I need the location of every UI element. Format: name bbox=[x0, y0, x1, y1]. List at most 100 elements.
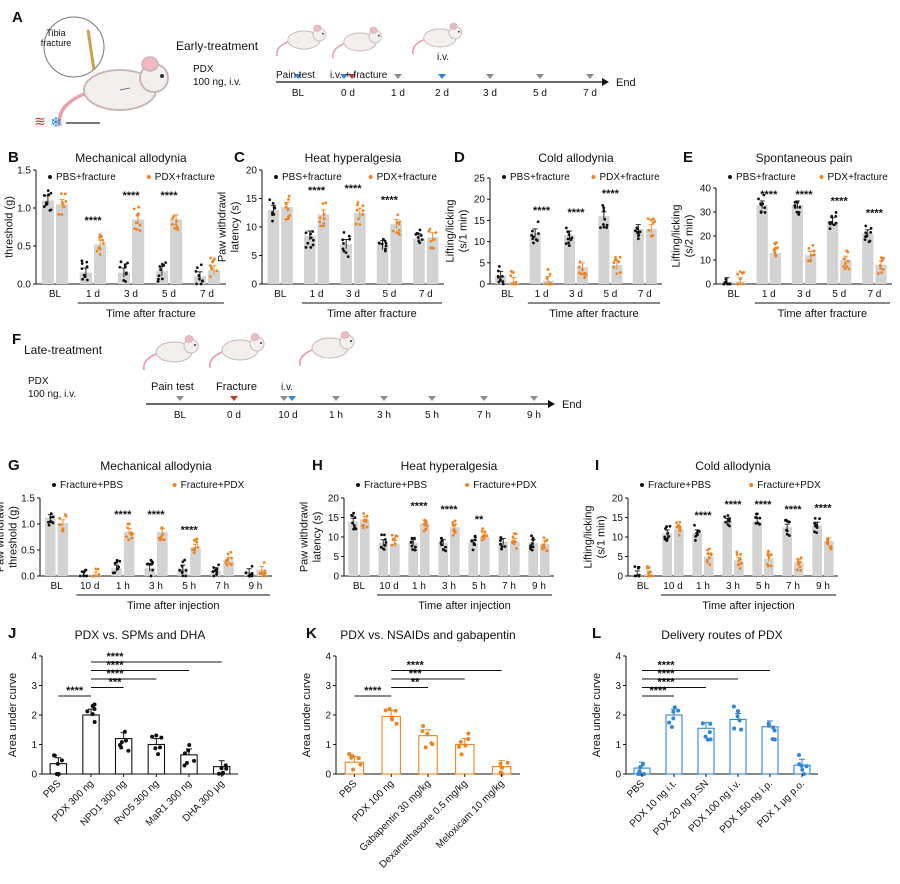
mouse-illustration bbox=[331, 26, 383, 59]
data-point bbox=[428, 227, 432, 231]
data-point bbox=[869, 230, 873, 234]
data-point bbox=[215, 269, 219, 273]
data-point bbox=[703, 734, 708, 739]
data-point bbox=[605, 226, 609, 230]
data-point bbox=[480, 530, 484, 533]
x-axis-label: Time after injection bbox=[418, 600, 511, 612]
mouse-eye bbox=[378, 34, 380, 37]
legend-label: PDX+fracture bbox=[377, 172, 438, 183]
data-point bbox=[758, 522, 761, 526]
bar-control bbox=[692, 533, 702, 576]
y-tick-label: 1 bbox=[615, 740, 621, 751]
data-point bbox=[182, 751, 187, 756]
data-point bbox=[706, 552, 710, 555]
data-point bbox=[678, 520, 682, 524]
data-point bbox=[481, 535, 485, 539]
mouse-eye bbox=[160, 74, 164, 78]
data-point bbox=[736, 282, 740, 286]
bar-control bbox=[413, 238, 425, 284]
bar-treatment bbox=[157, 531, 168, 576]
heat-icon: ≋ bbox=[34, 113, 46, 129]
data-point bbox=[727, 518, 731, 522]
y-tick-label: 0 bbox=[251, 280, 257, 291]
data-point bbox=[678, 526, 682, 530]
data-point bbox=[383, 533, 386, 537]
y-axis-label: Paw withdrawlthreshold (g) bbox=[0, 192, 15, 262]
data-point bbox=[811, 243, 815, 247]
data-point bbox=[651, 217, 655, 221]
data-point bbox=[286, 207, 290, 211]
data-point bbox=[162, 538, 165, 542]
data-point bbox=[793, 205, 797, 209]
bar-control bbox=[408, 542, 418, 576]
chart-E: E Spontaneous pain 0 10 20 30 40 Lifting/lickin… bbox=[671, 149, 892, 320]
data-point bbox=[118, 742, 123, 747]
mouse-eye bbox=[458, 30, 460, 33]
data-point bbox=[451, 524, 455, 527]
data-point bbox=[383, 708, 388, 713]
data-point bbox=[83, 568, 87, 572]
data-point bbox=[390, 533, 394, 537]
chart-title: Cold allodynia bbox=[695, 459, 771, 473]
data-point bbox=[173, 226, 177, 230]
chart-title: Cold allodynia bbox=[538, 151, 614, 165]
data-point bbox=[564, 226, 568, 230]
data-point bbox=[496, 274, 500, 278]
data-point bbox=[358, 223, 362, 226]
leg-line bbox=[119, 87, 131, 91]
data-point bbox=[812, 249, 816, 253]
data-point bbox=[423, 745, 428, 750]
data-point bbox=[116, 567, 120, 571]
data-point bbox=[127, 538, 131, 542]
data-point bbox=[828, 222, 832, 226]
data-point bbox=[797, 562, 800, 566]
data-point bbox=[564, 242, 568, 246]
data-point bbox=[453, 519, 457, 523]
x-tick-label: BL bbox=[274, 289, 287, 300]
data-point bbox=[457, 744, 462, 749]
x-tick-label: BL bbox=[49, 289, 62, 300]
data-point bbox=[195, 266, 199, 270]
data-point bbox=[180, 571, 184, 574]
legend-marker bbox=[749, 483, 754, 487]
data-point bbox=[663, 535, 667, 539]
legend-marker bbox=[48, 175, 52, 179]
timeline-tick-label: 3 d bbox=[483, 88, 497, 99]
panel-letter: E bbox=[683, 149, 693, 166]
data-point bbox=[453, 531, 457, 535]
timeline-tick-label: 1 h bbox=[329, 410, 343, 421]
y-tick-label: 10 bbox=[612, 533, 624, 544]
bar-control bbox=[438, 542, 448, 576]
y-tick-label: 3 bbox=[31, 681, 37, 692]
auc-bar bbox=[418, 735, 438, 775]
chart-title: Spontaneous pain bbox=[756, 151, 853, 165]
significance-label: **** bbox=[147, 509, 165, 521]
panel-letter: C bbox=[234, 149, 245, 166]
data-point bbox=[134, 221, 138, 225]
data-point bbox=[637, 234, 640, 238]
y-tick-label: 0 bbox=[615, 770, 621, 781]
x-tick-label: PDX 20 ng p.SN bbox=[651, 778, 711, 838]
data-point bbox=[342, 242, 345, 245]
data-point bbox=[309, 232, 312, 236]
drug-name: PDX bbox=[28, 376, 49, 387]
data-point bbox=[726, 523, 730, 527]
data-point bbox=[318, 220, 322, 224]
data-point bbox=[309, 236, 313, 240]
data-point bbox=[341, 238, 345, 242]
mouse-eye bbox=[260, 342, 262, 344]
x-axis-label: Time after fracture bbox=[106, 308, 195, 320]
bar-control bbox=[468, 542, 478, 576]
data-point bbox=[531, 536, 535, 540]
data-point bbox=[42, 194, 46, 197]
data-point bbox=[767, 549, 770, 553]
data-point bbox=[412, 548, 416, 552]
data-point bbox=[126, 526, 130, 530]
data-point bbox=[799, 763, 804, 768]
data-point bbox=[393, 708, 398, 713]
data-point bbox=[361, 204, 365, 208]
data-point bbox=[193, 549, 196, 552]
data-point bbox=[546, 268, 550, 271]
data-point bbox=[877, 272, 880, 275]
data-point bbox=[158, 745, 163, 750]
